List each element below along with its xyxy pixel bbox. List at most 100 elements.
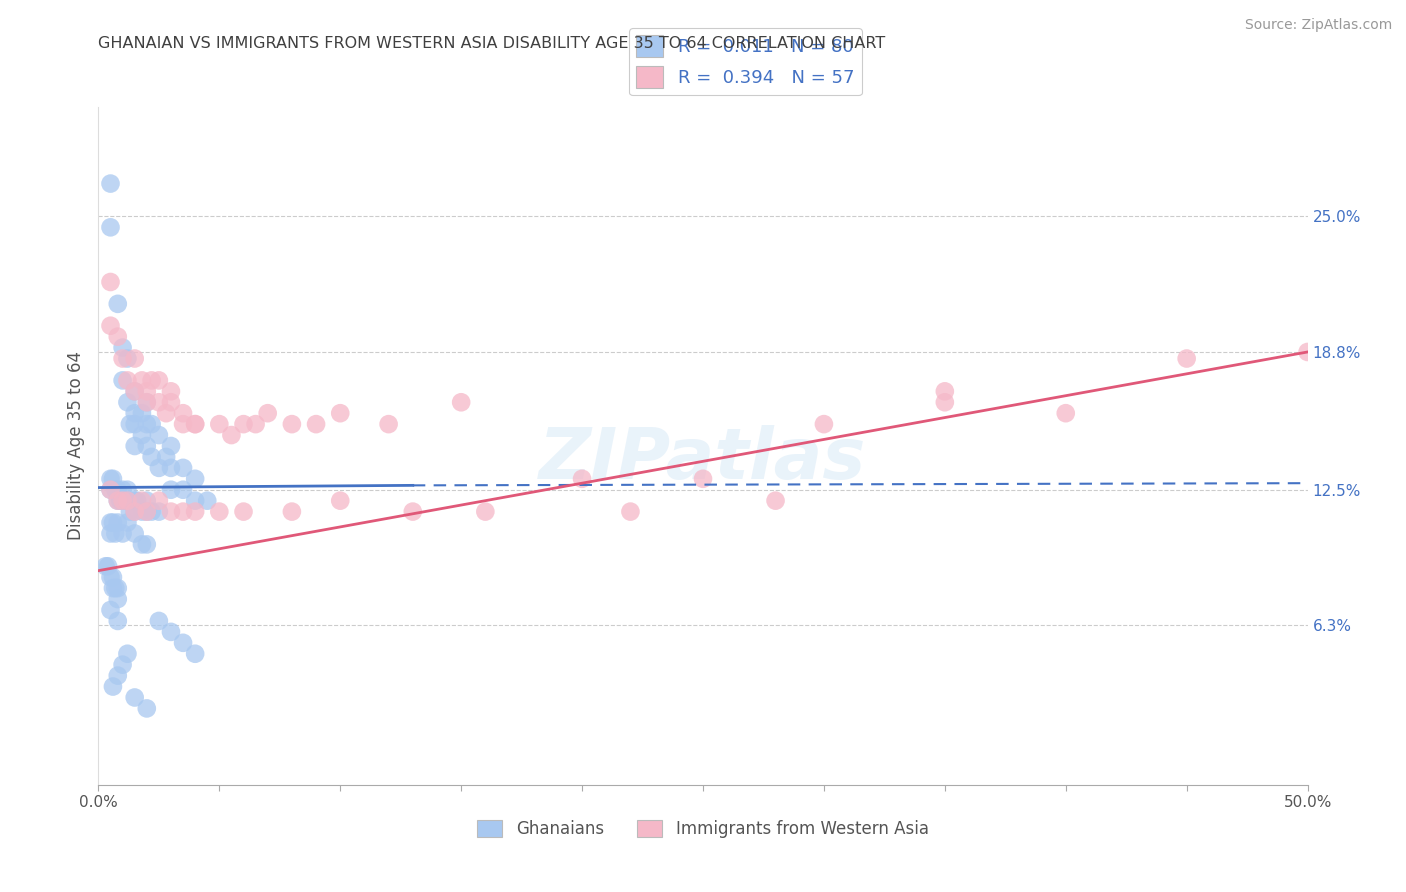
Point: [141, 373, 163, 387]
Point: [135, 439, 157, 453]
Point: [100, 483, 122, 497]
Point: [107, 581, 129, 595]
Point: [100, 570, 122, 584]
Point: [281, 505, 304, 519]
Point: [135, 505, 157, 519]
Point: [377, 417, 399, 431]
Point: [148, 428, 170, 442]
Point: [117, 493, 139, 508]
Point: [148, 395, 170, 409]
Point: [172, 461, 194, 475]
Point: [101, 472, 124, 486]
Point: [148, 614, 170, 628]
Point: [135, 701, 157, 715]
Point: [135, 384, 157, 399]
Point: [172, 406, 194, 420]
Point: [172, 636, 194, 650]
Point: [1054, 406, 1077, 420]
Point: [127, 493, 149, 508]
Point: [148, 373, 170, 387]
Text: GHANAIAN VS IMMIGRANTS FROM WESTERN ASIA DISABILITY AGE 35 TO 64 CORRELATION CHA: GHANAIAN VS IMMIGRANTS FROM WESTERN ASIA…: [98, 36, 886, 51]
Point: [131, 428, 153, 442]
Point: [100, 220, 122, 235]
Point: [160, 384, 183, 399]
Point: [111, 657, 134, 672]
Point: [131, 537, 153, 551]
Point: [172, 483, 194, 497]
Point: [131, 505, 153, 519]
Point: [934, 384, 956, 399]
Point: [124, 439, 146, 453]
Point: [111, 373, 134, 387]
Point: [111, 493, 134, 508]
Point: [104, 581, 127, 595]
Point: [160, 439, 183, 453]
Point: [619, 505, 641, 519]
Point: [256, 406, 278, 420]
Point: [111, 483, 134, 497]
Text: ZIPatlas: ZIPatlas: [540, 425, 866, 494]
Point: [172, 505, 194, 519]
Point: [107, 668, 129, 682]
Point: [100, 483, 122, 497]
Point: [184, 472, 207, 486]
Point: [195, 493, 218, 508]
Point: [692, 472, 714, 486]
Point: [135, 505, 157, 519]
Point: [450, 395, 472, 409]
Legend: Ghanaians, Immigrants from Western Asia: Ghanaians, Immigrants from Western Asia: [471, 813, 935, 845]
Point: [329, 406, 352, 420]
Point: [104, 526, 127, 541]
Point: [329, 493, 352, 508]
Point: [101, 570, 124, 584]
Point: [1296, 345, 1319, 359]
Point: [184, 505, 207, 519]
Point: [281, 417, 304, 431]
Point: [135, 493, 157, 508]
Point: [107, 329, 129, 343]
Point: [131, 373, 153, 387]
Point: [124, 505, 146, 519]
Point: [124, 526, 146, 541]
Point: [160, 461, 183, 475]
Point: [474, 505, 496, 519]
Point: [101, 516, 124, 530]
Point: [124, 351, 146, 366]
Point: [100, 318, 122, 333]
Point: [148, 493, 170, 508]
Point: [107, 297, 129, 311]
Point: [160, 483, 183, 497]
Point: [111, 341, 134, 355]
Point: [101, 581, 124, 595]
Point: [155, 406, 177, 420]
Point: [160, 505, 183, 519]
Point: [100, 526, 122, 541]
Point: [100, 275, 122, 289]
Point: [221, 428, 243, 442]
Point: [118, 417, 141, 431]
Point: [117, 493, 139, 508]
Point: [117, 516, 139, 530]
Point: [124, 384, 146, 399]
Point: [107, 493, 129, 508]
Point: [184, 647, 207, 661]
Point: [135, 417, 157, 431]
Point: [172, 417, 194, 431]
Point: [100, 516, 122, 530]
Point: [184, 493, 207, 508]
Point: [232, 505, 254, 519]
Point: [124, 690, 146, 705]
Point: [141, 505, 163, 519]
Point: [155, 450, 177, 464]
Point: [135, 537, 157, 551]
Point: [124, 493, 146, 508]
Point: [100, 472, 122, 486]
Point: [111, 351, 134, 366]
Point: [104, 483, 127, 497]
Point: [131, 493, 153, 508]
Y-axis label: Disability Age 35 to 64: Disability Age 35 to 64: [66, 351, 84, 541]
Point: [111, 493, 134, 508]
Point: [100, 177, 122, 191]
Point: [141, 417, 163, 431]
Point: [571, 472, 593, 486]
